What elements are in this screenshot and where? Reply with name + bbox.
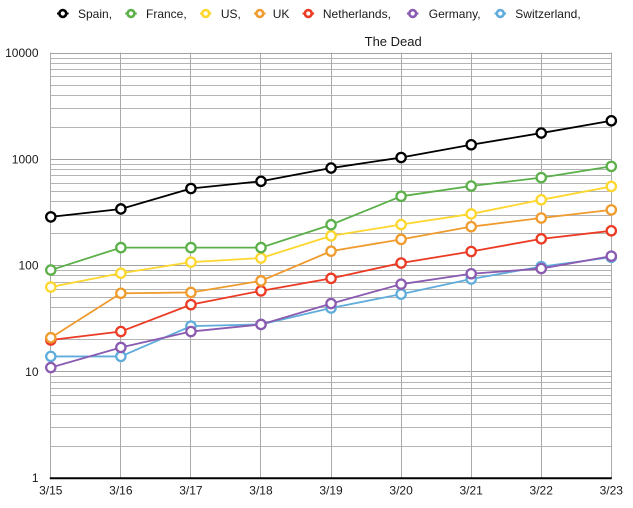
svg-text:1: 1 xyxy=(32,471,39,485)
svg-text:3/20: 3/20 xyxy=(389,483,413,497)
svg-text:Netherlands,: Netherlands, xyxy=(323,7,391,21)
svg-text:3/16: 3/16 xyxy=(109,483,133,497)
svg-text:3/21: 3/21 xyxy=(460,483,484,497)
svg-text:3/18: 3/18 xyxy=(249,483,273,497)
svg-text:The Dead: The Dead xyxy=(365,34,422,49)
svg-text:Germany,: Germany, xyxy=(429,7,481,21)
svg-text:UK: UK xyxy=(273,7,290,21)
svg-text:1000: 1000 xyxy=(12,152,39,166)
svg-text:US,: US, xyxy=(221,7,241,21)
svg-text:3/15: 3/15 xyxy=(39,483,63,497)
svg-text:Switzerland,: Switzerland, xyxy=(515,7,580,21)
svg-text:3/17: 3/17 xyxy=(179,483,203,497)
svg-text:100: 100 xyxy=(18,259,38,273)
svg-text:10: 10 xyxy=(25,365,39,379)
svg-text:France,: France, xyxy=(146,7,187,21)
svg-text:10000: 10000 xyxy=(5,46,39,60)
svg-text:Spain,: Spain, xyxy=(78,7,112,21)
svg-text:3/22: 3/22 xyxy=(530,483,554,497)
svg-text:3/19: 3/19 xyxy=(319,483,343,497)
svg-text:3/23: 3/23 xyxy=(600,483,624,497)
